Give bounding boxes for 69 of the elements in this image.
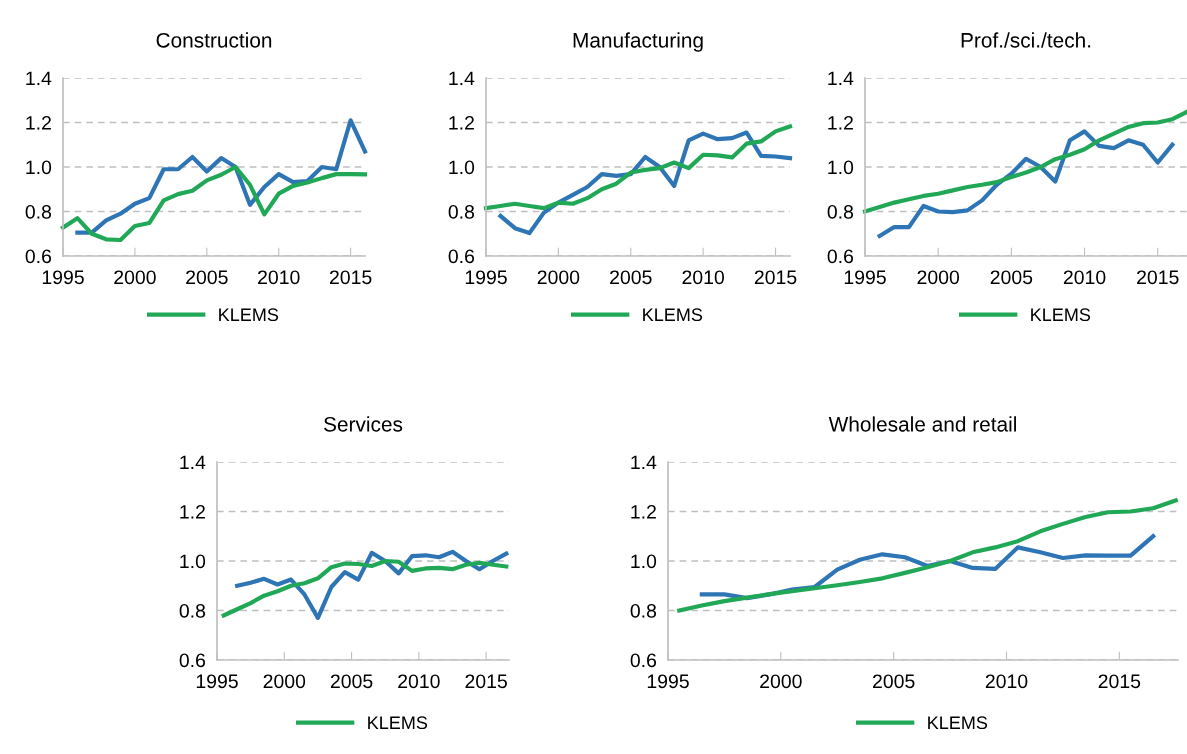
x-tick-label: 2015: [465, 674, 507, 689]
chart-title: Prof./sci./tech.: [961, 32, 1091, 48]
line-series: [677, 498, 1178, 613]
x-tick-label: 1995: [196, 674, 238, 689]
y-tick-label: 0.8: [448, 204, 475, 219]
y-tick-label: 1.2: [631, 504, 656, 519]
x-tick-label: 2000: [760, 674, 802, 689]
y-tick-label: 0.6: [25, 249, 52, 264]
x-tick-label: 2005: [610, 270, 652, 285]
y-tick-label: 0.8: [827, 204, 854, 219]
x-tick-label: 2015: [754, 270, 797, 285]
line-series: [862, 109, 1187, 214]
y-tick-label: 1.4: [180, 455, 206, 470]
x-tick-label: 2005: [330, 674, 373, 689]
x-tick-label: 2015: [1137, 270, 1179, 285]
y-tick-label: 0.6: [827, 249, 854, 264]
y-tick-label: 1.2: [180, 504, 205, 519]
line-series: [221, 558, 509, 618]
chart-title: Construction: [156, 32, 272, 48]
x-tick-label: 2015: [329, 270, 372, 285]
y-tick-label: 1.2: [828, 115, 853, 130]
line-series: [877, 129, 1175, 239]
legend-label: KLEMS: [643, 308, 703, 322]
line-series: [60, 164, 368, 243]
y-tick-label: 1.0: [180, 554, 206, 569]
x-tick-label: 2000: [263, 674, 306, 689]
y-tick-label: 1.2: [449, 115, 474, 130]
y-tick-label: 0.8: [630, 603, 657, 618]
y-tick-label: 1.4: [631, 455, 657, 470]
x-tick-label: 2000: [114, 270, 156, 285]
y-tick-label: 0.6: [630, 653, 657, 668]
line-series: [483, 124, 793, 211]
chart-title: Services: [324, 416, 403, 432]
y-tick-label: 1.0: [631, 554, 657, 569]
line-series: [235, 549, 509, 621]
y-tick-label: 1.4: [26, 71, 52, 86]
legend-label: KLEMS: [1031, 308, 1091, 322]
y-tick-label: 1.0: [828, 160, 854, 175]
chart-title: Wholesale and retail: [828, 416, 1016, 432]
x-tick-label: 2005: [873, 674, 915, 689]
x-tick-label: 2000: [537, 270, 580, 285]
y-tick-label: 1.4: [828, 71, 854, 86]
x-tick-label: 2010: [258, 270, 300, 285]
legend-label: KLEMS: [928, 716, 988, 730]
y-tick-label: 0.8: [179, 603, 206, 618]
y-tick-label: 1.0: [26, 160, 52, 175]
y-tick-label: 1.4: [449, 71, 475, 86]
x-tick-label: 1995: [844, 270, 886, 285]
y-tick-label: 0.6: [448, 249, 475, 264]
y-tick-label: 1.2: [26, 115, 51, 130]
x-tick-label: 1995: [42, 270, 84, 285]
line-series: [75, 118, 368, 235]
x-tick-label: 2005: [990, 270, 1033, 285]
y-tick-label: 1.0: [449, 160, 475, 175]
legend-label: KLEMS: [368, 716, 428, 730]
legend-label: KLEMS: [219, 308, 279, 322]
x-tick-label: 2010: [682, 270, 725, 285]
x-tick-label: 1995: [647, 674, 689, 689]
x-tick-label: 2010: [398, 674, 440, 689]
line-series: [498, 130, 793, 236]
x-tick-label: 2010: [1063, 270, 1106, 285]
x-tick-label: 2005: [186, 270, 228, 285]
y-tick-label: 0.6: [179, 653, 206, 668]
x-tick-label: 1995: [465, 270, 507, 285]
y-tick-label: 0.8: [25, 204, 52, 219]
x-tick-label: 2010: [985, 674, 1028, 689]
x-tick-label: 2000: [917, 270, 960, 285]
chart-title: Manufacturing: [573, 32, 703, 52]
x-tick-label: 2015: [1098, 674, 1141, 689]
